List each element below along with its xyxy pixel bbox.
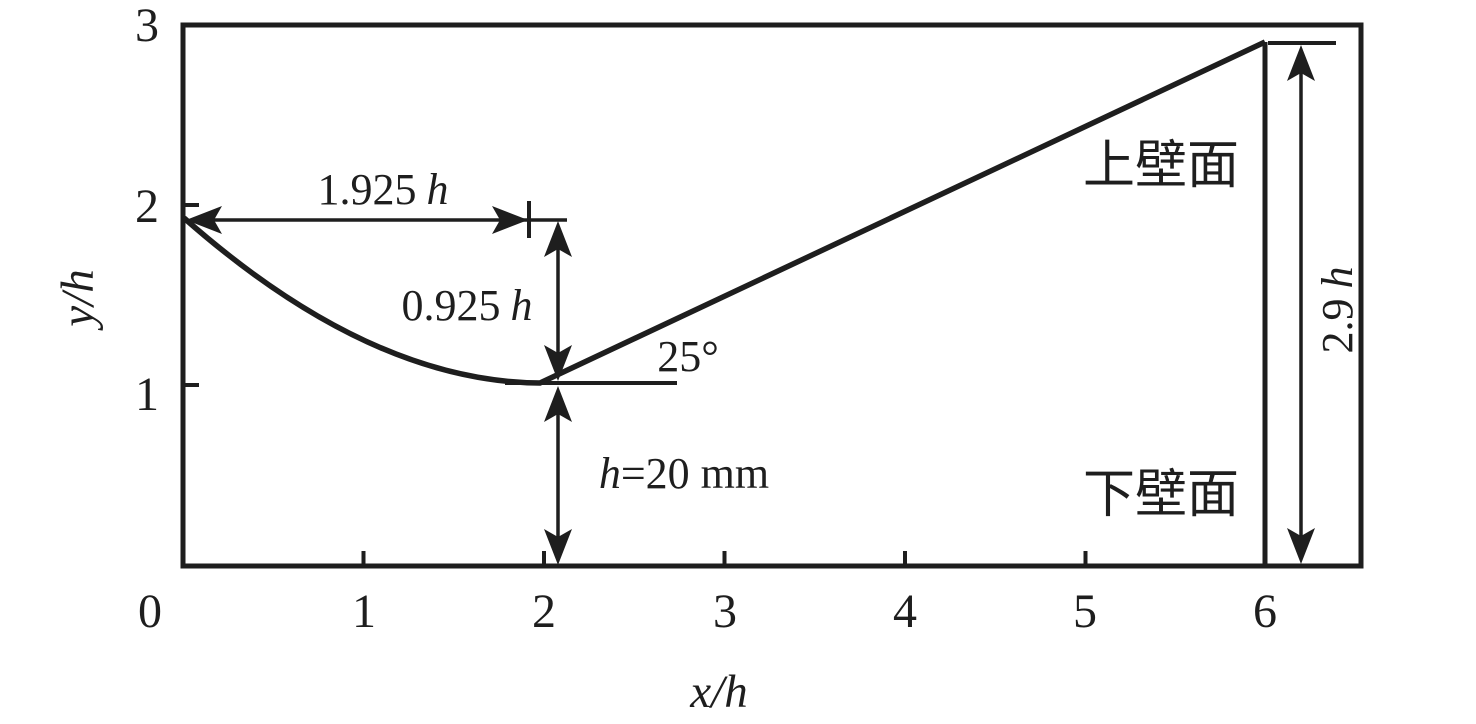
angle-label-25deg: 25° <box>657 332 719 381</box>
dim-throat-drop: 0.925 h <box>402 221 572 381</box>
dim-exit-height: 2.9h <box>1268 41 1362 564</box>
x-axis-title: x/h <box>689 666 747 718</box>
x-tick-label-6: 6 <box>1253 585 1277 638</box>
arrowhead-left-icon <box>186 206 222 234</box>
dim-label-h20mm: h=20 mm <box>599 449 769 498</box>
lower-wall-label: 下壁面 <box>1083 467 1239 524</box>
x-axis-tick-labels: 0 1 2 3 4 5 6 <box>138 585 1277 638</box>
dim-label-29h: 2.9h <box>1313 267 1362 354</box>
x-tick-label-2: 2 <box>532 585 556 638</box>
arrowhead-up-icon <box>544 221 572 257</box>
dim-label-1925h: 1.925 h <box>318 165 449 214</box>
plot-frame <box>180 22 1364 569</box>
arrowhead-down-icon <box>544 345 572 381</box>
y-axis-ticks <box>185 203 199 387</box>
x-tick-label-4: 4 <box>893 585 917 638</box>
x-axis-ticks <box>361 551 1267 564</box>
arrowhead-right-icon <box>492 206 528 234</box>
dim-label-0925h: 0.925 h <box>402 281 533 330</box>
x-tick-label-3: 3 <box>713 585 737 638</box>
dim-channel-height: h=20 mm <box>544 386 769 565</box>
x-tick-label-1: 1 <box>352 585 376 638</box>
y-tick-label-3: 3 <box>135 0 159 52</box>
y-axis-tick-labels: 1 2 3 <box>135 0 159 421</box>
x-tick-label-5: 5 <box>1073 585 1097 638</box>
x-tick-label-0: 0 <box>138 585 162 638</box>
arrowhead-up-icon <box>544 386 572 422</box>
y-axis-title: y/h <box>52 269 104 330</box>
y-tick-label-1: 1 <box>135 368 159 421</box>
arrowhead-down-icon <box>544 529 572 565</box>
arrowhead-up-icon <box>1287 45 1315 81</box>
y-tick-label-2: 2 <box>135 180 159 233</box>
upper-wall-label: 上壁面 <box>1083 138 1239 195</box>
arrowhead-down-icon <box>1287 528 1315 564</box>
dim-inlet-to-throat: 1.925 h <box>186 165 567 238</box>
